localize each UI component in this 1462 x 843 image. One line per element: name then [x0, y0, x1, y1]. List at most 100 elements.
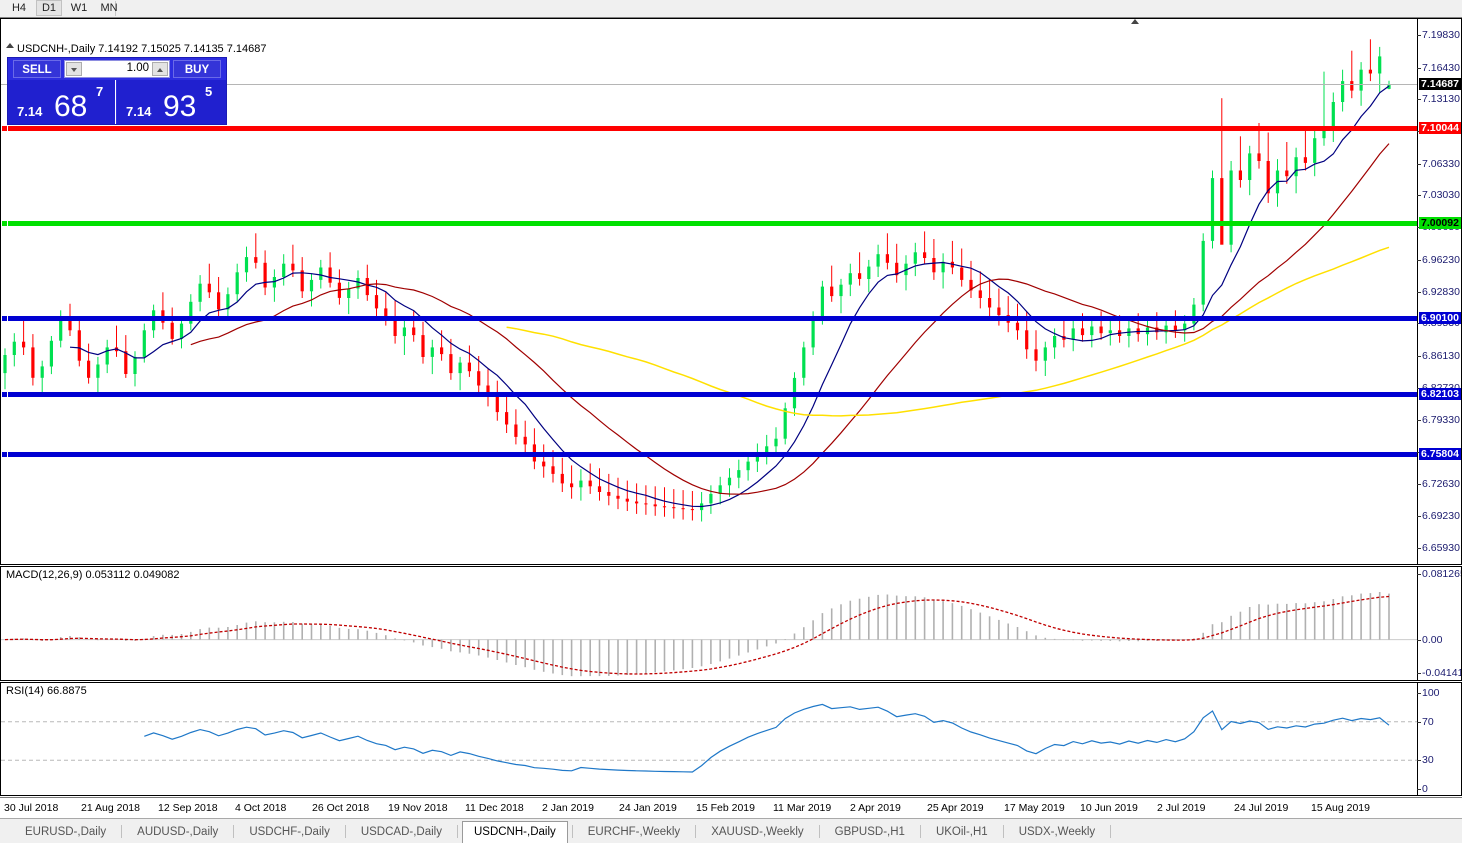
- price-scale[interactable]: 7.198307.164307.131307.097307.063307.030…: [1417, 19, 1461, 564]
- chart-tab-bar[interactable]: EURUSD-,Daily AUDUSD-,Daily USDCHF-,Daily U…: [0, 818, 1462, 843]
- chart-tab-eurusd[interactable]: EURUSD-,Daily: [25, 826, 107, 838]
- date-axis-label: 25 Apr 2019: [927, 802, 984, 814]
- date-axis-label: 2 Apr 2019: [850, 802, 901, 814]
- buy-price-button[interactable]: 7.14 93 5: [117, 80, 226, 124]
- volume-decrement-button[interactable]: [66, 62, 82, 76]
- chart-tab-gbpusd[interactable]: GBPUSD-,H1: [834, 826, 905, 838]
- price-tick: [1417, 292, 1421, 293]
- price-tick-label: 6.72630: [1422, 478, 1460, 490]
- level-line-support-blue-3[interactable]: [1, 451, 1419, 458]
- rsi-tick-label: 70: [1422, 716, 1434, 728]
- price-tick-label: 6.86130: [1422, 350, 1460, 362]
- rsi-plot: [1, 683, 1419, 795]
- timeframe-button-h4[interactable]: H4: [11, 2, 27, 14]
- price-tick-label: 6.65930: [1422, 542, 1460, 554]
- price-tick: [1417, 99, 1421, 100]
- price-plot[interactable]: [1, 19, 1419, 564]
- tab-separator: [919, 825, 921, 838]
- rsi-tick-label: 100: [1422, 687, 1440, 699]
- macd-scale: 0.081265 0.00 -0.041412: [1417, 567, 1461, 680]
- date-axis-label: 2 Jan 2019: [542, 802, 594, 814]
- date-axis-label: 12 Sep 2018: [158, 802, 218, 814]
- level-line-handle[interactable]: [1, 451, 8, 458]
- one-click-trading-panel[interactable]: SELL 1.00 BUY 7.14 68 7 7.14 93 5: [8, 58, 226, 124]
- price-tick: [1417, 420, 1421, 421]
- rsi-tick-label: 30: [1422, 754, 1434, 766]
- price-tick: [1417, 260, 1421, 261]
- level-line-handle[interactable]: [1, 391, 8, 398]
- timeframe-button-d1[interactable]: D1: [36, 0, 62, 16]
- macd-pane[interactable]: 0.081265 0.00 -0.041412 MACD(12,26,9) 0.05…: [0, 566, 1462, 681]
- chart-tab-usdcnh[interactable]: USDCNH-,Daily: [461, 821, 568, 843]
- level-line-handle[interactable]: [1, 315, 8, 322]
- rsi-tick: [1417, 789, 1421, 790]
- buy-button[interactable]: BUY: [173, 60, 221, 78]
- macd-tick: [1417, 640, 1421, 641]
- date-axis-label: 19 Nov 2018: [388, 802, 448, 814]
- macd-tick-label: -0.041412: [1422, 667, 1461, 679]
- price-tick-label: 7.06330: [1422, 158, 1460, 170]
- macd-tick-label: 0.00: [1422, 634, 1443, 646]
- date-axis-label: 15 Aug 2019: [1311, 802, 1370, 814]
- date-axis-label: 30 Jul 2018: [4, 802, 59, 814]
- date-axis-label: 24 Jan 2019: [619, 802, 677, 814]
- price-tick: [1417, 68, 1421, 69]
- object-marker-triangle-icon: [1131, 19, 1139, 24]
- price-tick-label: 6.92830: [1422, 286, 1460, 298]
- level-line-handle[interactable]: [1, 125, 8, 132]
- volume-increment-button[interactable]: [152, 62, 168, 76]
- tab-separator: [1110, 825, 1112, 838]
- price-tick: [1417, 195, 1421, 196]
- chart-tab-ukoil[interactable]: UKOil-,H1: [935, 826, 988, 838]
- level-line-resistance-red[interactable]: [1, 125, 1419, 132]
- macd-tick-label: 0.081265: [1422, 568, 1462, 580]
- level-line-support-green[interactable]: [1, 220, 1419, 227]
- buy-price-prefix: 7.14: [126, 104, 152, 119]
- date-axis-label: 11 Mar 2019: [773, 802, 832, 814]
- price-tick-label: 7.13130: [1422, 93, 1460, 105]
- tab-separator: [121, 825, 123, 838]
- buy-price-main: 93: [163, 90, 197, 123]
- price-tick-label: 6.69230: [1422, 510, 1460, 522]
- price-tick-label: 7.16430: [1422, 62, 1460, 74]
- macd-title: MACD(12,26,9) 0.053112 0.049082: [6, 569, 180, 581]
- chart-tab-audusd[interactable]: AUDUSD-,Daily: [137, 826, 219, 838]
- sell-price-main: 68: [54, 90, 88, 123]
- date-axis-label: 4 Oct 2018: [235, 802, 287, 814]
- price-tick-label: 6.96230: [1422, 254, 1460, 266]
- macd-graph: [1, 592, 1419, 677]
- price-tick: [1417, 356, 1421, 357]
- level-line-support-blue-2[interactable]: [1, 391, 1419, 398]
- sell-button[interactable]: SELL: [13, 60, 61, 78]
- date-axis-label: 10 Jun 2019: [1080, 802, 1138, 814]
- level-line-handle[interactable]: [1, 220, 8, 227]
- timeframe-button-w1[interactable]: W1: [70, 2, 88, 14]
- date-axis-label: 26 Oct 2018: [312, 802, 370, 814]
- level-price-tag-support-green: 7.00092: [1419, 217, 1461, 229]
- price-tick-label: 7.03030: [1422, 189, 1460, 201]
- current-price-line: [1, 84, 1419, 85]
- price-tick: [1417, 548, 1421, 549]
- rsi-pane[interactable]: 100 70 30 0 RSI(14) 66.8875: [0, 682, 1462, 796]
- price-pane[interactable]: 7.198307.164307.131307.097307.063307.030…: [0, 18, 1462, 565]
- date-axis[interactable]: 30 Jul 2018 21 Aug 2018 12 Sep 2018 4 Oct 2…: [0, 797, 1462, 820]
- chart-tab-usdcad[interactable]: USDCAD-,Daily: [360, 826, 442, 838]
- sell-price-button[interactable]: 7.14 68 7: [8, 80, 116, 124]
- chart-collapse-icon[interactable]: [6, 43, 14, 48]
- timeframe-toolbar: H4 D1 W1 MN: [0, 0, 1462, 18]
- sell-price-sup: 7: [96, 84, 104, 99]
- sell-price-prefix: 7.14: [17, 104, 43, 119]
- chart-tab-usdx[interactable]: USDX-,Weekly: [1018, 826, 1096, 838]
- tab-separator: [571, 825, 573, 838]
- level-line-support-blue-1[interactable]: [1, 315, 1419, 322]
- chart-tab-xauusd[interactable]: XAUUSD-,Weekly: [711, 826, 804, 838]
- timeframe-button-mn[interactable]: MN: [100, 2, 118, 14]
- volume-input[interactable]: 1.00: [64, 60, 170, 78]
- rsi-tick-label: 0: [1422, 783, 1428, 795]
- tab-separator: [233, 825, 235, 838]
- tab-separator: [818, 825, 820, 838]
- chart-tab-usdchf[interactable]: USDCHF-,Daily: [249, 826, 330, 838]
- price-tick-label: 7.19830: [1422, 29, 1460, 41]
- rsi-scale: 100 70 30 0: [1417, 683, 1461, 795]
- chart-tab-eurchf[interactable]: EURCHF-,Weekly: [587, 826, 681, 838]
